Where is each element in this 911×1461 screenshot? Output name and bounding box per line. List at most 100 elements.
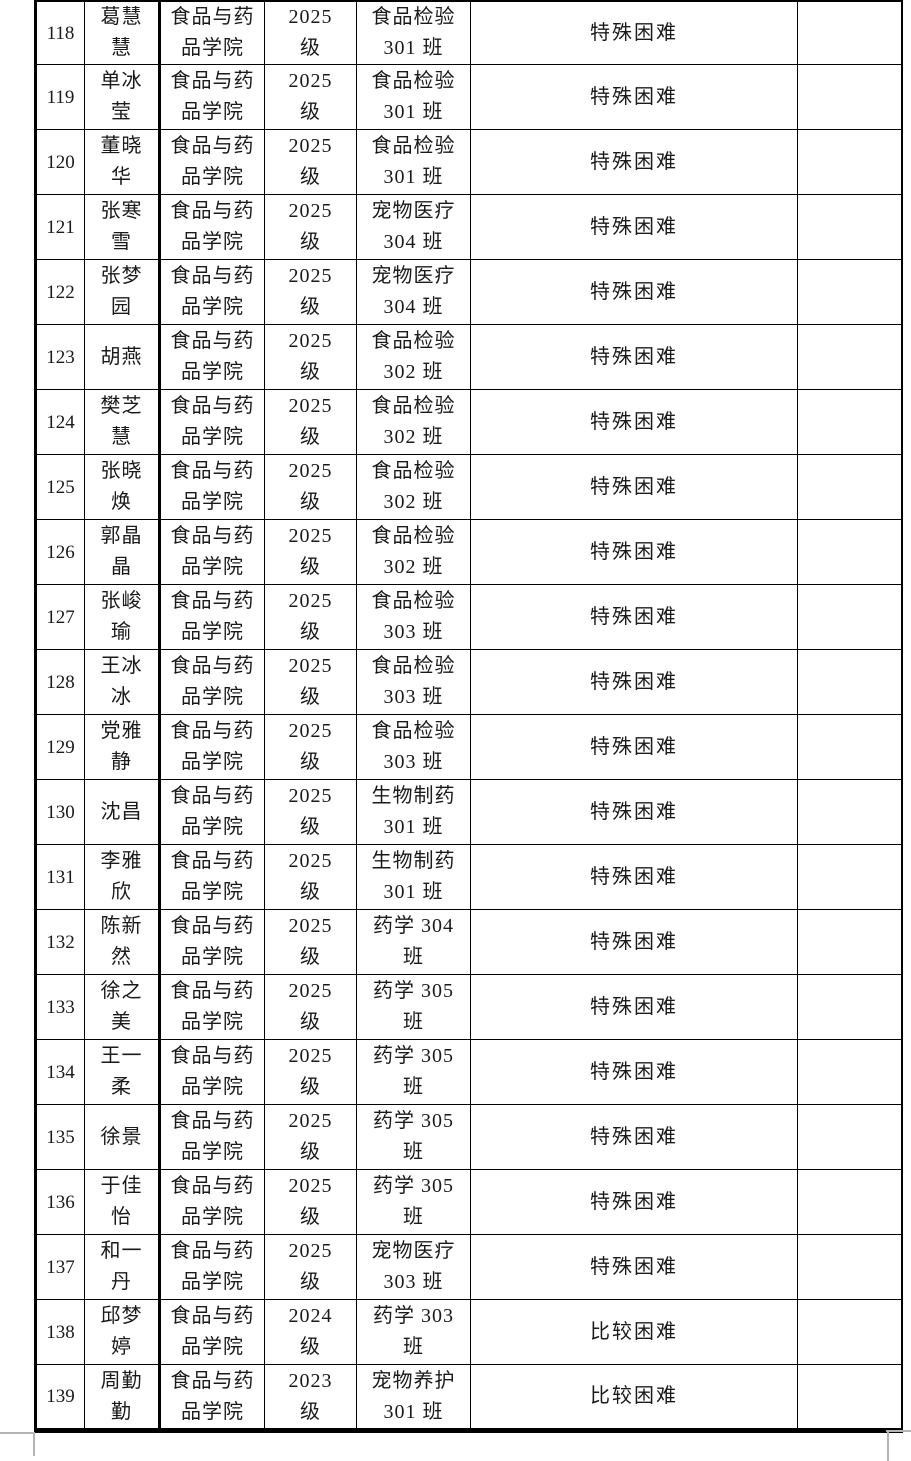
cell-grade: 2023 级 <box>264 1364 357 1433</box>
cell-text: 党雅 静 <box>100 720 143 773</box>
cell-index: 130 <box>34 779 85 845</box>
cell-text: 2023 级 <box>288 1369 333 1423</box>
cell-name: 樊芝 慧 <box>84 389 161 455</box>
cell-name: 张晓 焕 <box>84 454 161 520</box>
cell-grade: 2025 级 <box>264 519 357 585</box>
cell-name: 李雅 欣 <box>84 844 161 910</box>
cell-grade: 2025 级 <box>264 389 357 455</box>
text-boundary-mark-bottom-left-horizontal <box>0 1432 35 1434</box>
cell-text: 2025 级 <box>288 525 333 578</box>
cell-text: 2025 级 <box>288 980 333 1033</box>
cell-text: 宠物医疗 303 班 <box>371 1240 456 1293</box>
cell-text: 特殊困难 <box>590 345 678 368</box>
cell-grade: 2025 级 <box>264 1234 357 1300</box>
cell-college: 食品与药 品学院 <box>159 0 265 65</box>
cell-class: 生物制药 301 班 <box>356 844 471 910</box>
cell-note <box>797 1299 903 1365</box>
cell-text: 特殊困难 <box>590 865 678 888</box>
cell-name: 陈新 然 <box>84 909 161 975</box>
cell-text: 2025 级 <box>288 1110 333 1163</box>
cell-class: 药学 305 班 <box>356 1039 471 1105</box>
cell-college: 食品与药 品学院 <box>159 324 265 390</box>
cell-name: 于佳 怡 <box>84 1169 161 1235</box>
cell-index: 129 <box>34 714 85 780</box>
cell-index: 124 <box>34 389 85 455</box>
cell-grade: 2025 级 <box>264 129 357 195</box>
cell-text: 121 <box>46 216 75 238</box>
cell-class: 食品检验 303 班 <box>356 649 471 715</box>
cell-note <box>797 1234 903 1300</box>
cell-grade: 2025 级 <box>264 649 357 715</box>
cell-class: 药学 305 班 <box>356 1104 471 1170</box>
cell-college: 食品与药 品学院 <box>159 844 265 910</box>
cell-grade: 2025 级 <box>264 454 357 520</box>
cell-text: 食品与药 品学院 <box>170 1045 255 1098</box>
cell-grade: 2025 级 <box>264 584 357 650</box>
cell-grade: 2025 级 <box>264 714 357 780</box>
cell-note <box>797 64 903 130</box>
table-row: 139 周勤 勤食品与药 品学院 2023 级宠物养护 301 班 比较困难 <box>34 1364 903 1433</box>
cell-note <box>797 974 903 1040</box>
cell-class: 食品检验 301 班 <box>356 64 471 130</box>
cell-name: 邱梦 婷 <box>84 1299 161 1365</box>
cell-name: 和一 丹 <box>84 1234 161 1300</box>
cell-text: 2025 级 <box>288 655 333 708</box>
cell-text: 132 <box>46 931 75 953</box>
cell-college: 食品与药 品学院 <box>159 714 265 780</box>
cell-text: 徐之 美 <box>100 980 143 1033</box>
cell-grade: 2025 级 <box>264 0 357 65</box>
cell-text: 张晓 焕 <box>100 460 143 513</box>
cell-difficulty: 特殊困难 <box>470 844 798 910</box>
cell-text: 2025 级 <box>288 785 333 838</box>
cell-difficulty: 特殊困难 <box>470 64 798 130</box>
cell-text: 2025 级 <box>288 200 333 253</box>
cell-text: 食品与药 品学院 <box>170 655 255 708</box>
cell-text: 特殊困难 <box>590 735 678 758</box>
cell-name: 徐景 <box>84 1104 161 1170</box>
cell-text: 生物制药 301 班 <box>371 785 456 838</box>
cell-difficulty: 特殊困难 <box>470 389 798 455</box>
table-row: 124 樊芝 慧食品与药 品学院 2025 级食品检验 302 班 特殊困难 <box>34 389 903 455</box>
cell-note <box>797 1104 903 1170</box>
cell-text: 特殊困难 <box>590 995 678 1018</box>
cell-text: 于佳 怡 <box>100 1175 143 1228</box>
cell-class: 食品检验 302 班 <box>356 324 471 390</box>
cell-text: 特殊困难 <box>590 1255 678 1278</box>
cell-index: 118 <box>34 0 85 65</box>
cell-index: 135 <box>34 1104 85 1170</box>
cell-text: 单冰 莹 <box>100 70 143 123</box>
cell-note <box>797 584 903 650</box>
cell-class: 食品检验 301 班 <box>356 0 471 65</box>
cell-difficulty: 特殊困难 <box>470 974 798 1040</box>
cell-class: 宠物养护 301 班 <box>356 1364 471 1433</box>
cell-college: 食品与药 品学院 <box>159 389 265 455</box>
cell-text: 特殊困难 <box>590 410 678 433</box>
cell-text: 特殊困难 <box>590 150 678 173</box>
cell-class: 药学 305 班 <box>356 1169 471 1235</box>
cell-class: 宠物医疗 303 班 <box>356 1234 471 1300</box>
cell-difficulty: 特殊困难 <box>470 649 798 715</box>
cell-difficulty: 特殊困难 <box>470 129 798 195</box>
cell-grade: 2025 级 <box>264 1039 357 1105</box>
cell-difficulty: 特殊困难 <box>470 454 798 520</box>
cell-name: 沈昌 <box>84 779 161 845</box>
cell-college: 食品与药 品学院 <box>159 129 265 195</box>
cell-difficulty: 比较困难 <box>470 1364 798 1433</box>
cell-text: 药学 304 班 <box>373 915 454 968</box>
table-row: 133 徐之 美食品与药 品学院 2025 级药学 305 班 特殊困难 <box>34 974 903 1040</box>
cell-class: 宠物医疗 304 班 <box>356 194 471 260</box>
cell-class: 食品检验 303 班 <box>356 714 471 780</box>
student-table-body: 118 葛慧 慧食品与药 品学院 2025 级食品检验 301 班特殊困难 119 单冰… <box>34 0 903 1433</box>
cell-difficulty: 特殊困难 <box>470 1104 798 1170</box>
cell-text: 邱梦 婷 <box>100 1305 143 1358</box>
cell-grade: 2025 级 <box>264 324 357 390</box>
cell-text: 2025 级 <box>288 720 333 773</box>
text-boundary-mark-bottom-right-vertical <box>887 1430 889 1461</box>
cell-text: 比较困难 <box>590 1385 678 1407</box>
cell-index: 122 <box>34 259 85 325</box>
cell-text: 食品检验 303 班 <box>371 720 456 773</box>
table-row: 130 沈昌 食品与药 品学院 2025 级生物制药 301 班 特殊困难 <box>34 779 903 845</box>
cell-text: 食品与药 品学院 <box>170 1305 255 1358</box>
table-row: 137 和一 丹食品与药 品学院 2025 级宠物医疗 303 班 特殊困难 <box>34 1234 903 1300</box>
